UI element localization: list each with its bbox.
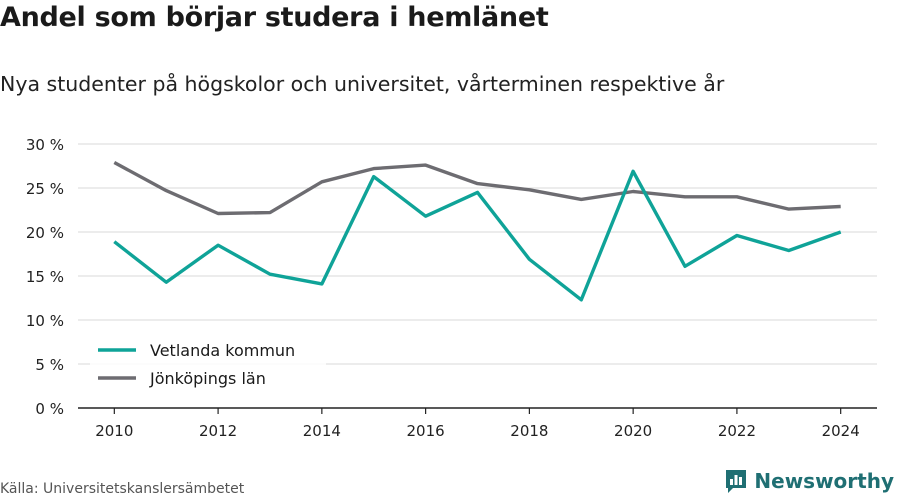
x-tick-label: 2022 <box>718 422 756 440</box>
y-tick-label: 10 % <box>26 312 64 330</box>
x-tick-label: 2018 <box>510 422 548 440</box>
line-chart: 0 %5 %10 %15 %20 %25 %30 % 2010 2012 2014 2… <box>26 136 877 440</box>
series-line-vetlanda <box>113 169 842 302</box>
x-tick-label: 2016 <box>407 422 445 440</box>
x-tick-label: 2014 <box>303 422 341 440</box>
legend-label: Vetlanda kommun <box>150 341 295 360</box>
grid-lines <box>78 143 877 365</box>
y-tick-label: 5 % <box>35 356 64 374</box>
y-tick-label: 25 % <box>26 180 64 198</box>
legend-background <box>90 337 326 394</box>
brand-logo: Newsworthy <box>724 468 894 494</box>
series-line-jonkoping <box>113 161 841 216</box>
y-tick-label: 0 % <box>35 400 64 418</box>
series-lines <box>113 161 842 302</box>
y-tick-label: 15 % <box>26 268 64 286</box>
x-tick-label: 2020 <box>614 422 652 440</box>
chart-subtitle: Nya studenter på högskolor och universit… <box>0 72 725 96</box>
x-tick-label: 2024 <box>822 422 860 440</box>
x-axis: 2010 2012 2014 2016 2018 2020 2022 2024 <box>78 407 877 440</box>
source-note: Källa: Universitetskanslersämbetet <box>0 481 245 497</box>
y-tick-label: 30 % <box>26 136 64 154</box>
legend-label: Jönköpings län <box>149 369 266 388</box>
brand-name: Newsworthy <box>754 469 894 493</box>
legend: Vetlanda kommun Jönköpings län <box>90 337 326 394</box>
x-tick-label: 2010 <box>95 422 133 440</box>
x-tick-label: 2012 <box>199 422 237 440</box>
chart-title: Andel som börjar studera i hemlänet <box>0 2 549 33</box>
newsworthy-logo-icon <box>726 470 747 493</box>
y-tick-labels: 0 % 5 % 10 % 15 % 20 % 25 % 30 % <box>26 136 64 418</box>
y-tick-label: 20 % <box>26 224 64 242</box>
